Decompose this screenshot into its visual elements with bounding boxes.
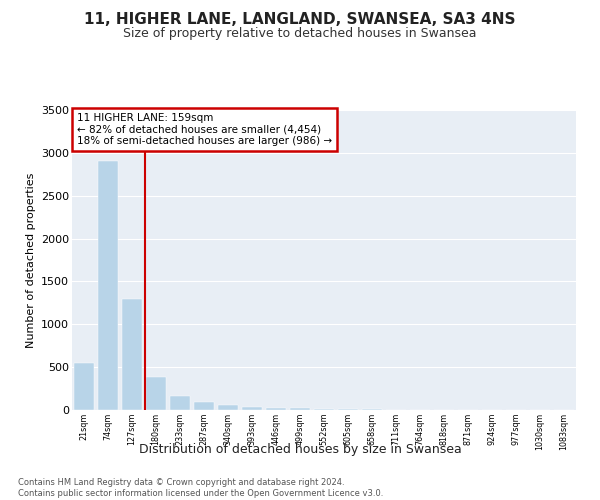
Text: 11 HIGHER LANE: 159sqm
← 82% of detached houses are smaller (4,454)
18% of semi-: 11 HIGHER LANE: 159sqm ← 82% of detached… [77, 113, 332, 146]
Bar [122, 298, 142, 410]
Bar [74, 363, 94, 410]
Bar [242, 407, 262, 410]
Bar [266, 408, 286, 410]
Bar [194, 402, 214, 410]
Text: Contains HM Land Registry data © Crown copyright and database right 2024.
Contai: Contains HM Land Registry data © Crown c… [18, 478, 383, 498]
Y-axis label: Number of detached properties: Number of detached properties [26, 172, 35, 348]
Text: Distribution of detached houses by size in Swansea: Distribution of detached houses by size … [139, 442, 461, 456]
Bar [290, 408, 310, 410]
Bar [170, 396, 190, 410]
Text: 11, HIGHER LANE, LANGLAND, SWANSEA, SA3 4NS: 11, HIGHER LANE, LANGLAND, SWANSEA, SA3 … [84, 12, 516, 28]
Bar [314, 409, 334, 410]
Text: Size of property relative to detached houses in Swansea: Size of property relative to detached ho… [123, 28, 477, 40]
Bar [98, 162, 118, 410]
Bar [218, 406, 238, 410]
Bar [146, 378, 166, 410]
